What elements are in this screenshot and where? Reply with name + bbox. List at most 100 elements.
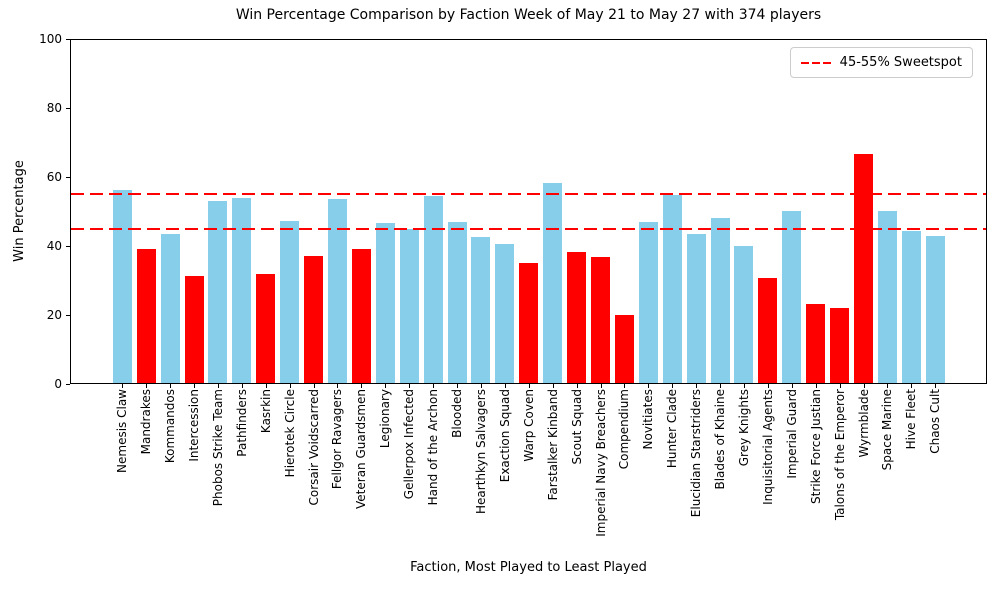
x-tick-label: Intercession [187, 389, 202, 462]
x-tick-label: Wyrmblade [856, 389, 871, 458]
x-tick-mark [720, 384, 722, 388]
y-axis-label: Win Percentage [12, 160, 27, 262]
x-tick-label: Corsair Voidscarred [306, 389, 321, 506]
bar-novitiates [638, 221, 658, 383]
x-tick-label: Kasrkin [258, 389, 273, 434]
bar-corsair-voidscarred [304, 256, 324, 383]
x-tick-mark [624, 384, 626, 388]
y-tick-label: 20 [46, 308, 62, 322]
x-tick-label: Space Marine [880, 389, 895, 471]
x-tick-mark [170, 384, 172, 388]
bar-wyrmblade [854, 153, 873, 383]
x-tick-label: Imperial Navy Breachers [593, 389, 608, 537]
x-tick-mark [241, 384, 243, 388]
bar-hive-fleet [901, 230, 921, 383]
x-tick-label: Fellgor Ravagers [330, 389, 345, 490]
x-tick-label: Legionary [378, 389, 393, 449]
bar-gellerpox-infected [399, 228, 419, 383]
y-tick-mark [66, 315, 70, 316]
x-tick-mark [528, 384, 530, 388]
x-tick-mark [935, 384, 937, 388]
bar-hand-of-the-archon [423, 195, 443, 383]
x-tick-label: Blooded [450, 389, 465, 438]
y-tick-mark [66, 246, 70, 247]
x-tick-mark [839, 384, 841, 388]
bar-imperial-navy-breachers [591, 257, 610, 383]
x-tick-label: Imperial Guard [784, 389, 799, 479]
x-tick-mark [743, 384, 745, 388]
bar-strike-force-justian [806, 303, 826, 383]
dashed-line-icon [800, 61, 831, 64]
x-tick-mark [265, 384, 267, 388]
bar-space-marine [877, 211, 897, 383]
x-tick-mark [504, 384, 506, 388]
x-tick-mark [696, 384, 698, 388]
x-tick-label: Talons of the Emperor [832, 389, 847, 521]
bar-inquisitorial-agents [758, 277, 778, 383]
x-tick-mark [815, 384, 817, 388]
x-tick-mark [767, 384, 769, 388]
bar-grey-knights [734, 246, 754, 383]
sweetspot-line-55 [71, 193, 986, 196]
bar-exaction-squad [495, 244, 515, 383]
x-tick-label: Inquisitorial Agents [760, 389, 775, 505]
chart-title: Win Percentage Comparison by Faction Wee… [235, 7, 822, 23]
x-tick-mark [122, 384, 124, 388]
bar-blades-of-khaine [710, 218, 730, 383]
x-tick-mark [887, 384, 889, 388]
bar-legionary [375, 223, 395, 383]
x-tick-mark [217, 384, 219, 388]
y-tick-mark [66, 108, 70, 109]
x-tick-mark [385, 384, 387, 388]
x-tick-label: Grey Knights [736, 389, 751, 467]
bar-pathfinders [232, 198, 252, 383]
bar-kasrkin [256, 273, 276, 383]
x-tick-label: Elucidian Starstriders [689, 389, 704, 518]
x-tick-mark [361, 384, 363, 388]
bar-chaos-cult [925, 235, 945, 383]
x-tick-mark [409, 384, 411, 388]
x-tick-mark [648, 384, 650, 388]
x-tick-label: Hierotek Circle [282, 389, 297, 478]
x-tick-label: Pathfinders [234, 389, 249, 457]
x-tick-mark [480, 384, 482, 388]
y-tick-label: 40 [46, 239, 62, 253]
x-tick-label: Exaction Squad [497, 389, 512, 483]
x-tick-label: Hunter Clade [665, 389, 680, 469]
x-tick-mark [457, 384, 459, 388]
bar-hunter-clade [662, 194, 682, 383]
x-tick-mark [791, 384, 793, 388]
bar-blooded [447, 221, 467, 383]
x-axis-label: Faction, Most Played to Least Played [410, 560, 647, 575]
x-tick-mark [194, 384, 196, 388]
x-tick-label: Mandrakes [139, 389, 154, 455]
sweetspot-line-45 [71, 227, 986, 230]
x-tick-mark [433, 384, 435, 388]
x-tick-label: Scout Squad [569, 389, 584, 465]
legend: 45-55% Sweetspot [789, 47, 973, 78]
x-tick-mark [313, 384, 315, 388]
bar-intercession [184, 275, 204, 383]
bar-compendium [614, 315, 634, 383]
x-tick-label: Hearthkyn Salvagers [473, 389, 488, 514]
x-tick-label: Kommandos [163, 389, 178, 464]
bar-nemesis-claw [112, 189, 132, 383]
y-tick-mark [66, 39, 70, 40]
y-tick-label: 100 [39, 32, 62, 46]
bar-warp-coven [519, 262, 539, 383]
x-tick-label: Nemesis Claw [115, 389, 130, 473]
bar-scout-squad [567, 252, 587, 383]
x-tick-mark [552, 384, 554, 388]
x-tick-mark [337, 384, 339, 388]
x-tick-mark [911, 384, 913, 388]
y-tick-mark [66, 384, 70, 385]
bar-elucidian-starstriders [686, 233, 706, 383]
y-tick-label: 0 [54, 377, 62, 391]
bar-phobos-strike-team [208, 200, 228, 383]
legend-label: 45-55% Sweetspot [839, 55, 962, 70]
bar-kommandos [160, 234, 180, 383]
y-tick-label: 80 [46, 101, 62, 115]
bar-talons-of-the-emperor [830, 307, 850, 383]
x-tick-mark [576, 384, 578, 388]
